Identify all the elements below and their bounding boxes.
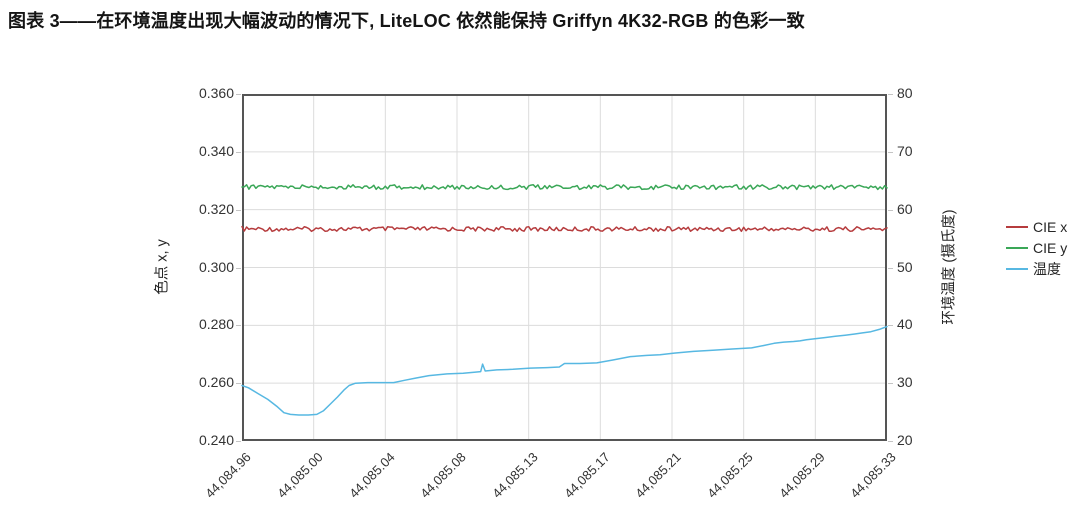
legend-label: CIE x — [1033, 219, 1068, 235]
x-tick-label: 44,085.33 — [847, 449, 899, 501]
right-y-tick-label: 40 — [897, 316, 913, 333]
page-title: 图表 3——在环境温度出现大幅波动的情况下, LiteLOC 依然能保持 Gri… — [8, 11, 805, 31]
legend-item-cie-x-line: CIE x — [1006, 219, 1067, 235]
axis-tick-mark — [888, 151, 893, 153]
plot-area — [241, 94, 888, 441]
left-y-tick-label: 0.300 — [198, 258, 234, 275]
axis-tick-mark — [888, 441, 893, 442]
axis-tick-mark — [888, 267, 893, 269]
left-y-tick-label: 0.340 — [198, 142, 234, 159]
x-tick-label: 44,085.08 — [417, 449, 469, 501]
axis-tick-mark — [236, 151, 241, 153]
legend-line-swatch — [1006, 226, 1028, 228]
left-y-tick-label: 0.320 — [198, 200, 234, 217]
x-tick-label: 44,085.13 — [489, 449, 541, 501]
left-y-tick-label: 0.360 — [198, 85, 234, 101]
legend-line-swatch — [1006, 247, 1028, 249]
chart-legend: CIE x CIE y 温度 — [1006, 219, 1067, 282]
left-y-axis-title: 色点 x, y — [154, 239, 171, 295]
right-y-tick-label: 50 — [897, 258, 913, 275]
axis-tick-mark — [888, 383, 893, 385]
left-y-tick-label: 0.240 — [198, 432, 234, 448]
right-y-tick-label: 30 — [897, 374, 913, 391]
axis-tick-mark — [888, 94, 893, 95]
axis-tick-mark — [236, 94, 241, 95]
x-tick-label: 44,085.04 — [345, 449, 398, 501]
legend-label: CIE y — [1033, 240, 1068, 256]
cie-x-line — [241, 225, 888, 233]
x-tick-label: 44,085.21 — [632, 449, 684, 501]
axis-tick-mark — [236, 383, 241, 385]
right-y-tick-label: 60 — [897, 200, 913, 217]
left-y-tick-label: 0.260 — [198, 374, 234, 391]
legend-line-swatch — [1006, 268, 1028, 270]
x-tick-label: 44,084.96 — [202, 449, 254, 501]
x-tick-label: 44,085.00 — [274, 449, 326, 501]
axis-tick-mark — [236, 441, 241, 442]
axis-tick-mark — [888, 209, 893, 211]
right-y-tick-label: 20 — [897, 432, 913, 448]
legend-item-temperature-line: 温度 — [1006, 261, 1067, 277]
right-y-tick-label: 70 — [897, 142, 913, 159]
axis-tick-mark — [236, 209, 241, 211]
right-y-tick-label: 80 — [897, 85, 913, 101]
temperature-line — [241, 325, 888, 416]
cie-y-line — [241, 184, 888, 191]
axis-tick-mark — [888, 325, 893, 327]
legend-item-cie-y-line: CIE y — [1006, 240, 1067, 256]
legend-label: 温度 — [1033, 261, 1061, 277]
axis-tick-mark — [236, 325, 241, 327]
axis-tick-mark — [236, 267, 241, 269]
left-y-tick-label: 0.280 — [198, 316, 234, 333]
x-tick-label: 44,085.17 — [560, 449, 613, 501]
x-tick-label: 44,085.25 — [704, 449, 756, 501]
right-y-axis-title: 环境温度 (摄氏度) — [941, 209, 958, 325]
x-tick-label: 44,085.29 — [775, 449, 828, 501]
